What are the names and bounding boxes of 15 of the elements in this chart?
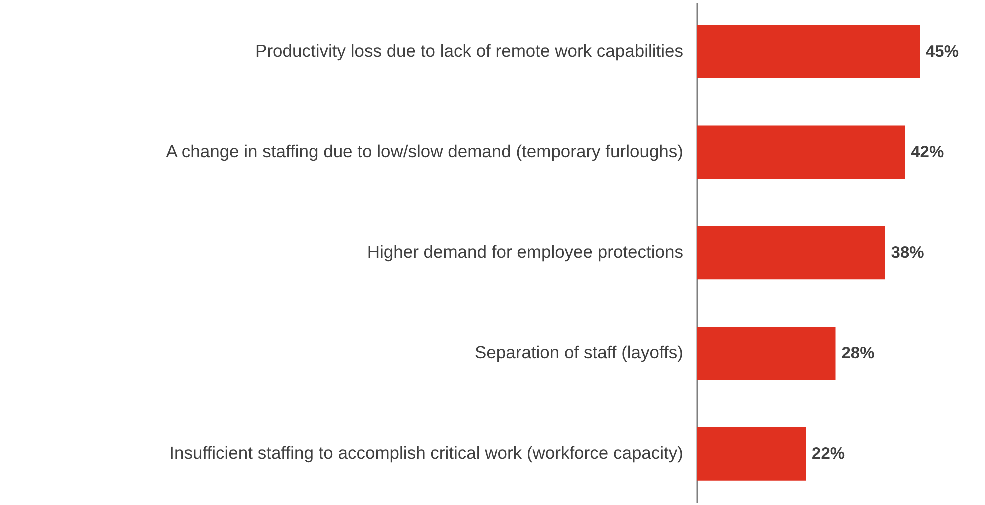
y-tick-label: Insufficient staffing to accomplish critical work (workforce capacity) — [170, 443, 684, 464]
bar — [697, 226, 886, 280]
data-label: 45% — [926, 42, 960, 61]
data-label: 38% — [891, 244, 925, 262]
data-label: 22% — [812, 445, 846, 464]
y-tick-label: Higher demand for employee protections — [367, 242, 684, 262]
bar — [697, 25, 920, 78]
data-label: 28% — [842, 344, 876, 363]
y-tick-label: Productivity loss due to lack of remote work capabilities — [256, 40, 684, 61]
data-label: 42% — [911, 143, 944, 162]
bar — [697, 428, 806, 481]
y-tick-label: A change in staffing due to low/slow demand (temporary furloughs) — [166, 141, 684, 162]
y-tick-label: Separation of staff (layoffs) — [475, 342, 684, 363]
bar — [697, 126, 906, 180]
bar — [697, 326, 836, 380]
